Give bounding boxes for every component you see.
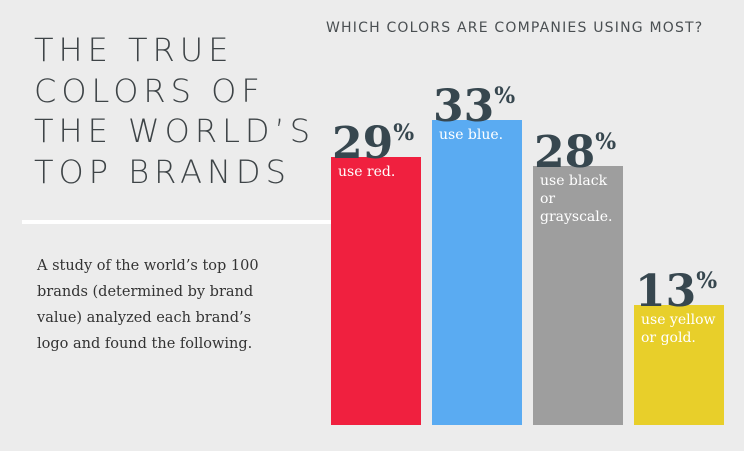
chart-title: TOP BRANDS [34,152,291,191]
chart-title: THE WORLD’S [34,112,316,150]
chart-title: THE TRUE [34,31,234,69]
bar [432,120,522,425]
chart-subtitle: WHICH COLORS ARE COMPANIES USING MOST? [326,20,704,36]
description: A study of the world’s top 100 brands (d… [37,258,259,352]
value-label: 13% [635,265,718,317]
divider [22,220,331,224]
bar [331,157,421,425]
bar-label: use red. [338,164,396,181]
bar-label: use black or grayscale. [540,173,613,226]
value-label: 29% [332,118,415,170]
value-label: 28% [534,127,617,179]
bar-label: use yellow or gold. [641,311,716,346]
bar-label: use blue. [439,127,504,144]
value-label: 33% [433,81,516,133]
bar [634,304,724,425]
bar [533,166,623,425]
chart-title: COLORS OF [34,71,265,110]
